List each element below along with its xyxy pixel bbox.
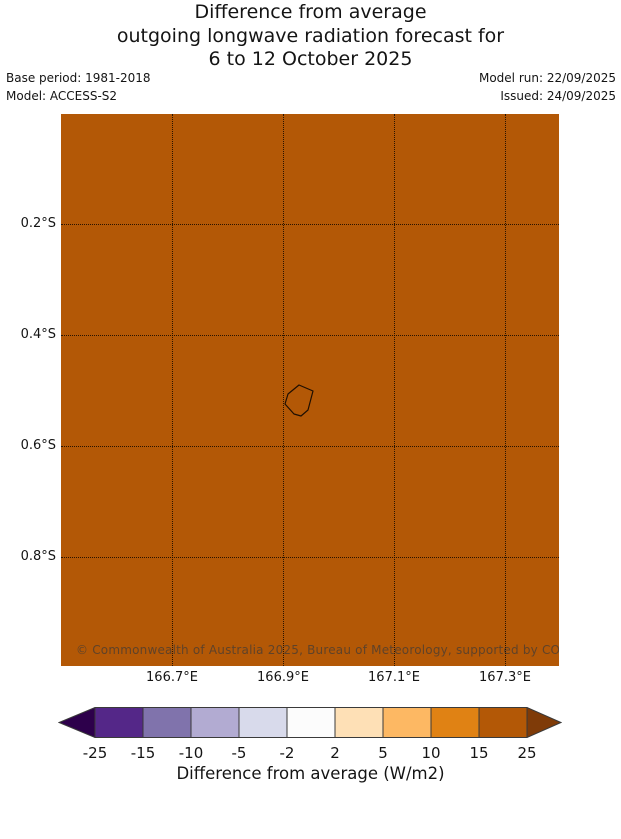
colorbar-tick-label: -2	[279, 744, 295, 762]
grid-line-horizontal	[61, 335, 559, 336]
model-run-text: Model run: 22/09/2025	[478, 71, 616, 85]
grid-line-horizontal	[61, 446, 559, 447]
x-axis-tick-label: 167.3°E	[479, 670, 531, 685]
issued-text: Issued: 24/09/2025	[500, 88, 616, 103]
meta-left-block: Base period: 1981-2018 Model: ACCESS-S2	[6, 70, 151, 105]
grid-line-vertical	[394, 114, 395, 666]
grid-line-vertical	[283, 114, 284, 666]
colorbar-tick-label: -15	[130, 744, 156, 762]
colorbar-tick-label: 5	[378, 744, 388, 762]
nauru-island-outline	[284, 384, 314, 417]
colorbar-segment	[238, 707, 288, 738]
x-axis-tick-label: 166.9°E	[257, 670, 309, 685]
colorbar-tick-label: 25	[517, 744, 537, 762]
colorbar-segment	[430, 707, 480, 738]
x-axis-tick-label: 167.1°E	[368, 670, 420, 685]
x-axis-tick-label: 166.7°E	[146, 670, 198, 685]
title-line-2: outgoing longwave radiation forecast for	[116, 24, 505, 47]
y-axis-tick-label: 0.8°S	[20, 549, 56, 564]
grid-line-horizontal	[61, 224, 559, 225]
colorbar-segment	[286, 707, 336, 738]
grid-line-horizontal	[61, 557, 559, 558]
colorbar-segment	[382, 707, 432, 738]
colorbar-title: Difference from average (W/m2)	[176, 764, 445, 783]
y-axis-tick-label: 0.6°S	[20, 438, 56, 453]
base-period-text: Base period: 1981-2018	[6, 71, 151, 85]
colorbar	[58, 707, 562, 738]
title-line-1: Difference from average	[194, 1, 427, 23]
colorbar-segment	[334, 707, 384, 738]
grid-line-vertical	[505, 114, 506, 666]
meta-right-block: Model run: 22/09/2025 Issued: 24/09/2025	[479, 70, 616, 105]
colorbar-segment	[94, 707, 144, 738]
colorbar-tick-label: 10	[421, 744, 441, 762]
colorbar-tick-label: 15	[469, 744, 489, 762]
model-text: Model: ACCESS-S2	[6, 88, 118, 103]
copyright-text: © Commonwealth of Australia 2025, Bureau…	[76, 643, 559, 657]
island-outline-svg	[284, 384, 314, 417]
grid-line-vertical	[172, 114, 173, 666]
colorbar-over-arrow	[526, 707, 562, 738]
colorbar-tick-label: -5	[231, 744, 247, 762]
page-title: Difference from average outgoing longwav…	[0, 1, 621, 72]
colorbar-segment	[190, 707, 240, 738]
colorbar-segment	[142, 707, 192, 738]
colorbar-segment	[478, 707, 528, 738]
y-axis-tick-label: 0.2°S	[20, 216, 56, 231]
colorbar-under-arrow	[58, 707, 96, 738]
colorbar-tick-label: -25	[82, 744, 108, 762]
y-axis-tick-label: 0.4°S	[20, 327, 56, 342]
map-canvas: © Commonwealth of Australia 2025, Bureau…	[61, 114, 559, 666]
colorbar-tick-label: -10	[178, 744, 204, 762]
colorbar-tick-label: 2	[330, 744, 340, 762]
title-line-3: 6 to 12 October 2025	[208, 48, 413, 70]
